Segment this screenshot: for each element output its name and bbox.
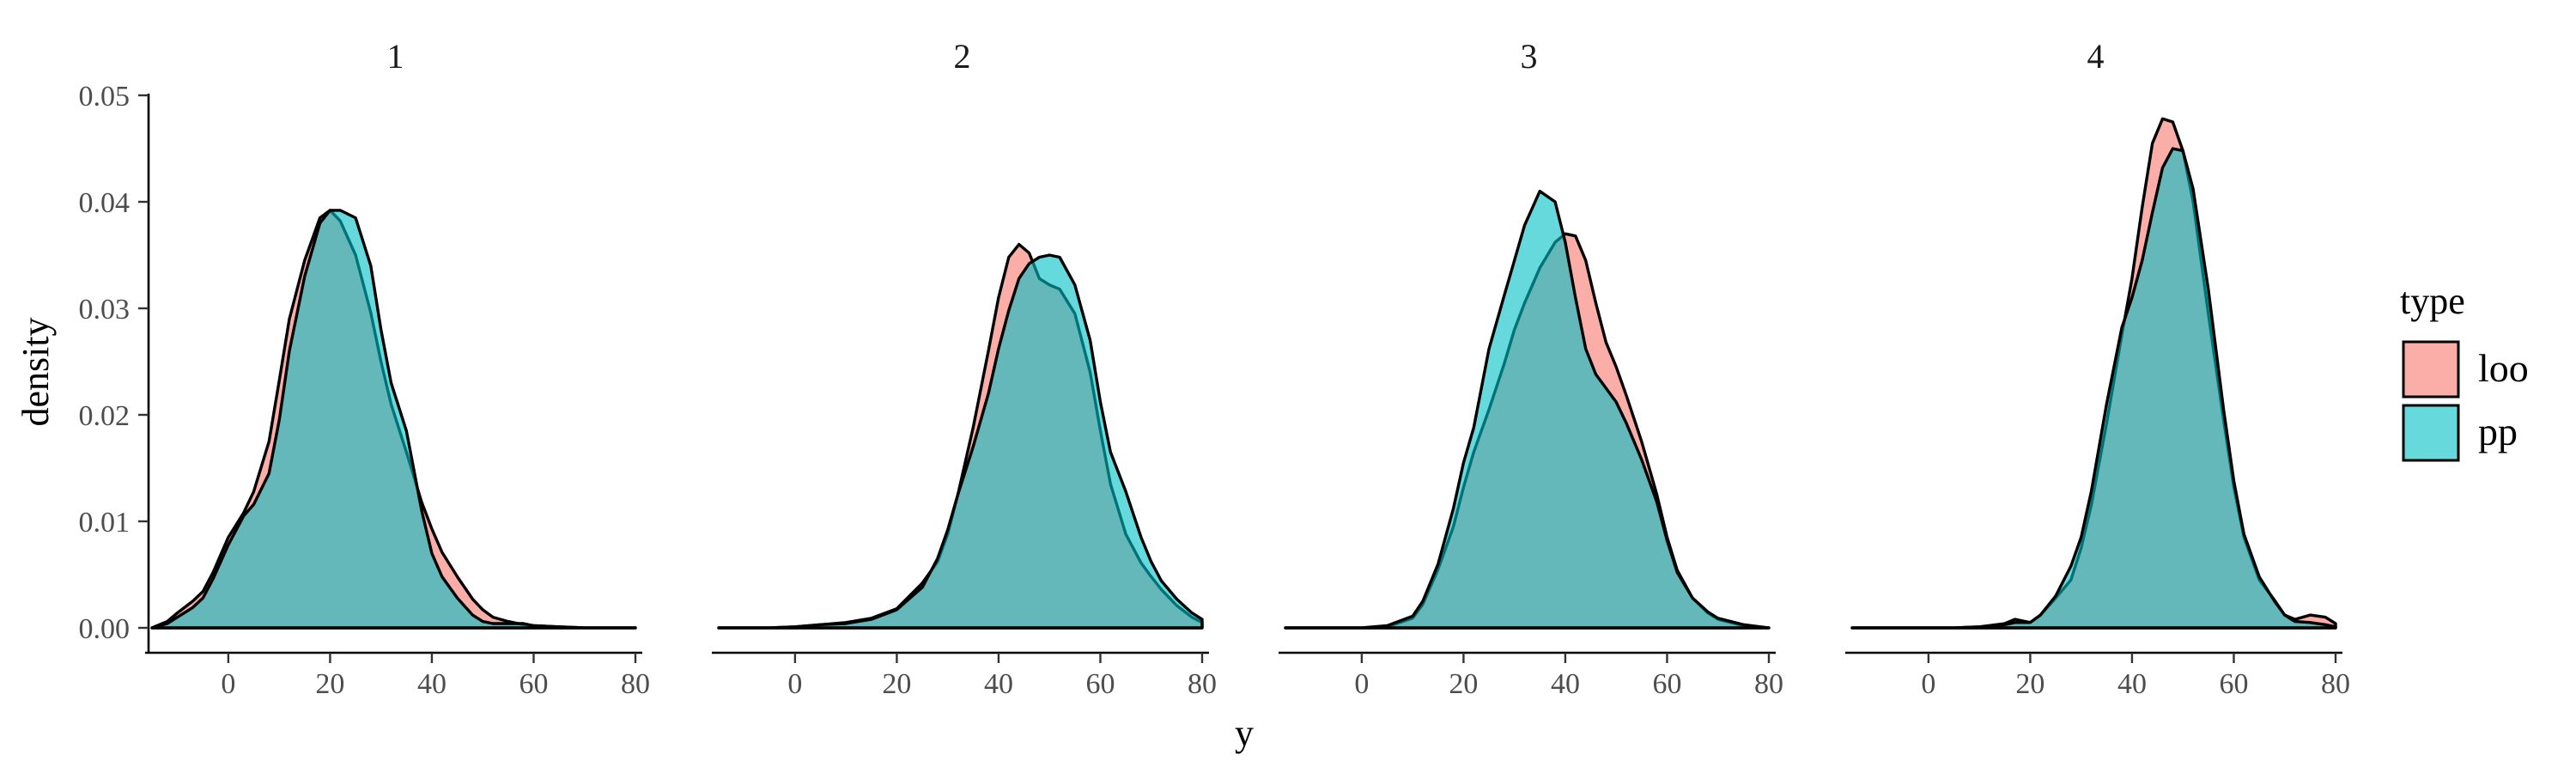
x-tick-label: 0 xyxy=(1354,668,1369,700)
y-tick-label: 0.03 xyxy=(79,294,131,326)
x-tick-label: 0 xyxy=(787,668,802,700)
density-area-pp xyxy=(150,209,637,630)
x-tick-label: 80 xyxy=(2321,668,2350,700)
y-tick-label: 0.00 xyxy=(79,613,131,645)
y-axis-title: density xyxy=(15,317,57,426)
legend-key-pp xyxy=(2402,404,2460,462)
x-axis-title: y xyxy=(1235,712,1254,754)
legend-label-loo: loo xyxy=(2478,346,2529,390)
x-tick-label: 60 xyxy=(1085,668,1115,700)
x-tick-label: 40 xyxy=(984,668,1013,700)
x-tick-label: 60 xyxy=(519,668,548,700)
density-area-pp xyxy=(1850,147,2337,630)
x-tick-label: 80 xyxy=(1188,668,1217,700)
y-tick-label: 0.01 xyxy=(79,507,131,539)
x-tick-label: 20 xyxy=(315,668,344,700)
y-tick-label: 0.04 xyxy=(79,187,131,219)
facet-panel-1: 1 0 20 40 60 80 0.00 0.01 0.02 0.03 0.04 0.05 xyxy=(79,37,651,700)
x-tick-label: 80 xyxy=(1754,668,1783,700)
legend: type loo pp xyxy=(2400,280,2529,462)
x-tick-label: 20 xyxy=(2015,668,2044,700)
facet-panel-2: 20 20 40 60 80 xyxy=(712,37,1217,700)
density-area-pp xyxy=(717,253,1204,630)
legend-title: type xyxy=(2400,280,2465,322)
facet-strip-label: 1 xyxy=(387,37,404,76)
facet-strip-label: 2 xyxy=(954,37,971,76)
x-tick-label: 40 xyxy=(1551,668,1580,700)
facet-panel-3: 3 0 20 40 60 80 xyxy=(1279,37,1783,700)
x-tick-label: 20 xyxy=(1449,668,1478,700)
x-tick-label: 60 xyxy=(1652,668,1681,700)
x-tick-label: 0 xyxy=(1921,668,1935,700)
facet-strip-label: 4 xyxy=(2087,37,2105,76)
x-tick-label: 40 xyxy=(2117,668,2147,700)
legend-label-pp: pp xyxy=(2478,410,2518,453)
facet-strip-label: 3 xyxy=(1521,37,1538,76)
facet-panel-4: 40 20 40 60 80 xyxy=(1845,37,2350,700)
density-area-pp xyxy=(1284,189,1771,630)
x-tick-label: 0 xyxy=(221,668,235,700)
y-tick-label: 0.05 xyxy=(79,81,131,113)
y-tick-label: 0.02 xyxy=(79,400,131,432)
x-tick-label: 20 xyxy=(882,668,911,700)
legend-key-loo xyxy=(2402,340,2460,399)
x-tick-label: 80 xyxy=(621,668,650,700)
x-tick-label: 40 xyxy=(417,668,447,700)
x-tick-label: 60 xyxy=(2219,668,2248,700)
